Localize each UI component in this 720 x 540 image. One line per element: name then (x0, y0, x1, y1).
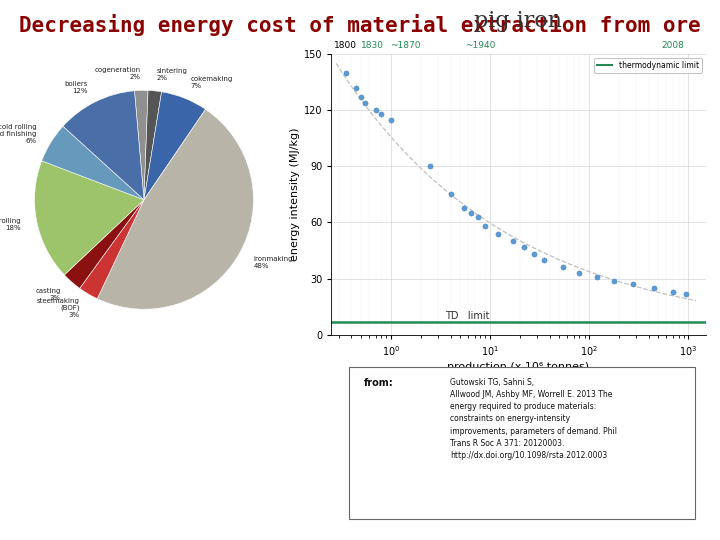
Text: hot rolling
18%: hot rolling 18% (0, 218, 21, 231)
Text: ironmaking
48%: ironmaking 48% (253, 256, 293, 269)
Point (370, 106, 382, 114)
Y-axis label: energy intensity (MJ/kg): energy intensity (MJ/kg) (289, 127, 300, 261)
Wedge shape (144, 92, 205, 200)
Point (557, 263, 569, 272)
FancyBboxPatch shape (349, 367, 695, 519)
Point (648, 284, 660, 292)
Point (459, 203, 470, 212)
Text: Gutowski TG, Sahni S,
Allwood JM, Ashby MF, Worrell E. 2013 The
energy required : Gutowski TG, Sahni S, Allwood JM, Ashby … (450, 378, 617, 460)
Text: boilers
12%: boilers 12% (65, 80, 88, 93)
Text: cokemaking
7%: cokemaking 7% (191, 76, 233, 90)
Point (376, 110, 387, 118)
Point (355, 93, 366, 102)
Point (628, 280, 639, 288)
Wedge shape (42, 126, 144, 200)
Wedge shape (97, 109, 253, 309)
Point (466, 209, 477, 218)
Point (351, 83, 362, 92)
Point (574, 269, 585, 278)
Text: cold rolling
and finishing
6%: cold rolling and finishing 6% (0, 124, 37, 144)
Wedge shape (80, 200, 144, 299)
Point (445, 190, 456, 199)
Point (591, 273, 603, 281)
Text: steelmaking
(BOF)
3%: steelmaking (BOF) 3% (37, 298, 80, 319)
Text: pig iron: pig iron (474, 10, 562, 32)
Point (667, 287, 678, 296)
Text: ~1870: ~1870 (390, 41, 420, 50)
Text: sintering
2%: sintering 2% (156, 68, 187, 81)
Wedge shape (64, 200, 144, 288)
Text: casting
3%: casting 3% (35, 288, 61, 301)
Point (518, 242, 530, 251)
Point (528, 250, 540, 259)
Point (680, 289, 692, 298)
Point (480, 222, 491, 231)
Legend: thermodynamic limit: thermodynamic limit (594, 58, 702, 73)
Wedge shape (35, 161, 144, 275)
X-axis label: production (x 10⁶ tonnes): production (x 10⁶ tonnes) (447, 362, 590, 372)
Text: TD   limit: TD limit (445, 311, 490, 321)
Wedge shape (135, 90, 148, 200)
Point (538, 255, 549, 264)
Point (492, 230, 503, 238)
Point (340, 69, 351, 77)
Point (507, 237, 518, 246)
Text: 1800: 1800 (334, 41, 357, 50)
Text: 2008: 2008 (662, 41, 684, 50)
Point (425, 162, 436, 171)
Point (359, 98, 371, 107)
Text: 1830: 1830 (361, 41, 384, 50)
Text: from:: from: (364, 378, 393, 388)
Point (385, 115, 397, 124)
Text: ~1940: ~1940 (465, 41, 495, 50)
Point (472, 213, 483, 221)
Wedge shape (144, 90, 161, 200)
Text: Decreasing energy cost of material extraction from ore: Decreasing energy cost of material extra… (19, 14, 701, 36)
Text: cogeneration
2%: cogeneration 2% (95, 68, 141, 80)
Wedge shape (63, 91, 144, 200)
Point (608, 276, 620, 285)
